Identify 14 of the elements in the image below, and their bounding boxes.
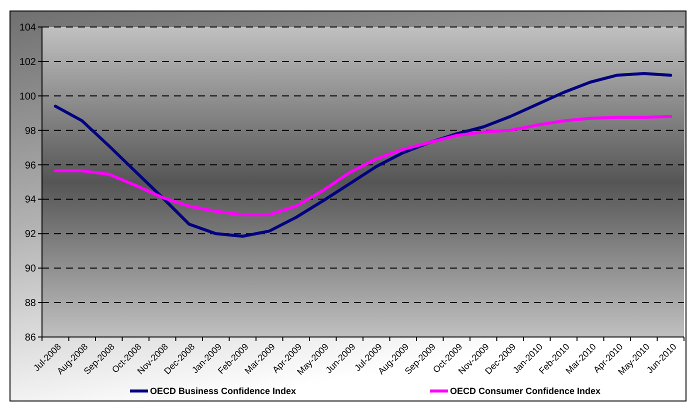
- y-tick-label: 100: [19, 91, 36, 102]
- y-tick-label: 92: [24, 229, 36, 240]
- y-tick-label: 96: [24, 160, 36, 172]
- y-tick-label: 86: [24, 332, 36, 344]
- y-tick-label: 104: [19, 22, 36, 34]
- y-tick-label: 98: [24, 126, 36, 137]
- legend-label: OECD Business Confidence Index: [150, 386, 296, 396]
- y-tick-label: 102: [19, 56, 36, 68]
- line-series: [54, 115, 672, 216]
- y-tick-label: 94: [24, 194, 36, 206]
- line-series: [54, 72, 672, 238]
- y-tick-label: 90: [24, 264, 36, 275]
- y-tick-label: 88: [24, 298, 36, 310]
- legend-label: OECD Consumer Confidence Index: [450, 386, 601, 396]
